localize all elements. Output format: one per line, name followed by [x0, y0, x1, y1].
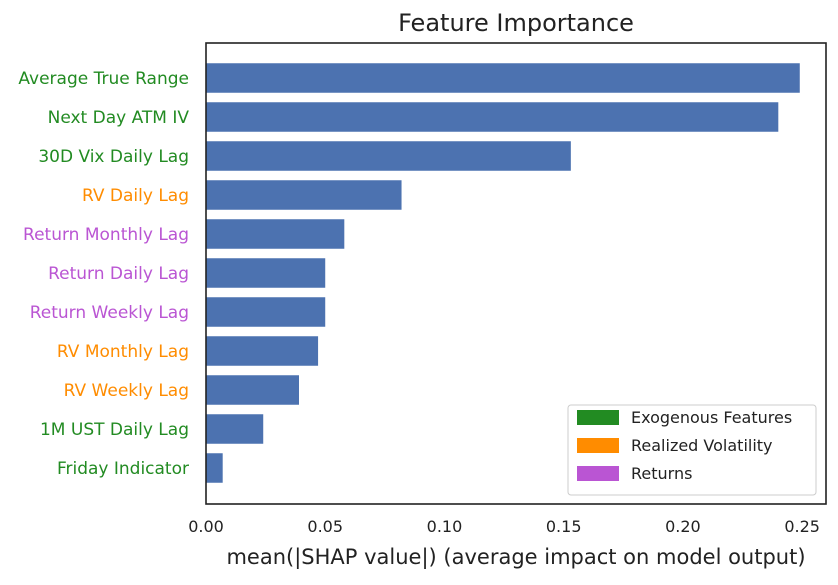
y-tick-label-rv-weekly-lag: RV Weekly Lag: [64, 381, 189, 401]
y-tick-label-rv-daily-lag: RV Daily Lag: [82, 186, 189, 206]
y-tick-label-1m-ust-daily-lag: 1M UST Daily Lag: [40, 420, 189, 440]
bar-next-day-atm-iv: [206, 102, 779, 132]
bars-layer: [206, 63, 800, 483]
bar-30d-vix-daily-lag: [206, 141, 571, 171]
y-tick-labels: Average True Range Next Day ATM IV 30D Vix…: [18, 69, 189, 479]
y-tick-label-average-true-range: Average True Range: [18, 69, 189, 89]
legend: Exogenous Features Realized Volatility Ret…: [567, 404, 817, 496]
plot-area-frame: [205, 42, 827, 505]
bar-return-weekly-lag: [206, 297, 326, 327]
legend-swatch-exogenous-features: [577, 410, 619, 425]
y-tick-label-friday-indicator: Friday Indicator: [57, 459, 189, 479]
y-tick-label-30d-vix-daily-lag: 30D Vix Daily Lag: [38, 147, 189, 167]
bar-rv-weekly-lag: [206, 375, 299, 405]
y-tick-label-next-day-atm-iv: Next Day ATM IV: [48, 108, 190, 128]
legend-swatch-realized-volatility: [577, 438, 619, 453]
bar-1m-ust-daily-lag: [206, 414, 264, 444]
y-tick-label-return-daily-lag: Return Daily Lag: [48, 264, 189, 284]
bar-return-daily-lag: [206, 258, 326, 288]
legend-box: [567, 404, 817, 496]
x-tick-label: 0.05: [307, 517, 343, 536]
x-tick-label: 0.25: [784, 517, 820, 536]
y-tick-label-return-weekly-lag: Return Weekly Lag: [30, 303, 189, 323]
bar-return-monthly-lag: [206, 219, 345, 249]
chart-title: Feature Importance: [398, 9, 634, 37]
y-tick-label-rv-monthly-lag: RV Monthly Lag: [57, 342, 189, 362]
x-axis-label: mean(|SHAP value|) (average impact on mo…: [226, 545, 805, 570]
legend-label-realized-volatility: Realized Volatility: [631, 436, 773, 455]
y-tick-label-return-monthly-lag: Return Monthly Lag: [23, 225, 189, 245]
legend-items: Exogenous Features Realized Volatility Ret…: [577, 408, 792, 483]
bar-rv-daily-lag: [206, 180, 402, 210]
x-tick-label: 0.00: [188, 517, 224, 536]
bar-friday-indicator: [206, 453, 223, 483]
x-axis-ticks: 0.00 0.05 0.10 0.15 0.20 0.25: [188, 517, 820, 536]
x-tick-label: 0.15: [546, 517, 582, 536]
legend-swatch-returns: [577, 466, 619, 481]
x-tick-label: 0.10: [427, 517, 463, 536]
x-tick-label: 0.20: [665, 517, 701, 536]
legend-label-exogenous-features: Exogenous Features: [631, 408, 792, 427]
bar-rv-monthly-lag: [206, 336, 319, 366]
legend-label-returns: Returns: [631, 464, 692, 483]
bar-average-true-range: [206, 63, 800, 93]
